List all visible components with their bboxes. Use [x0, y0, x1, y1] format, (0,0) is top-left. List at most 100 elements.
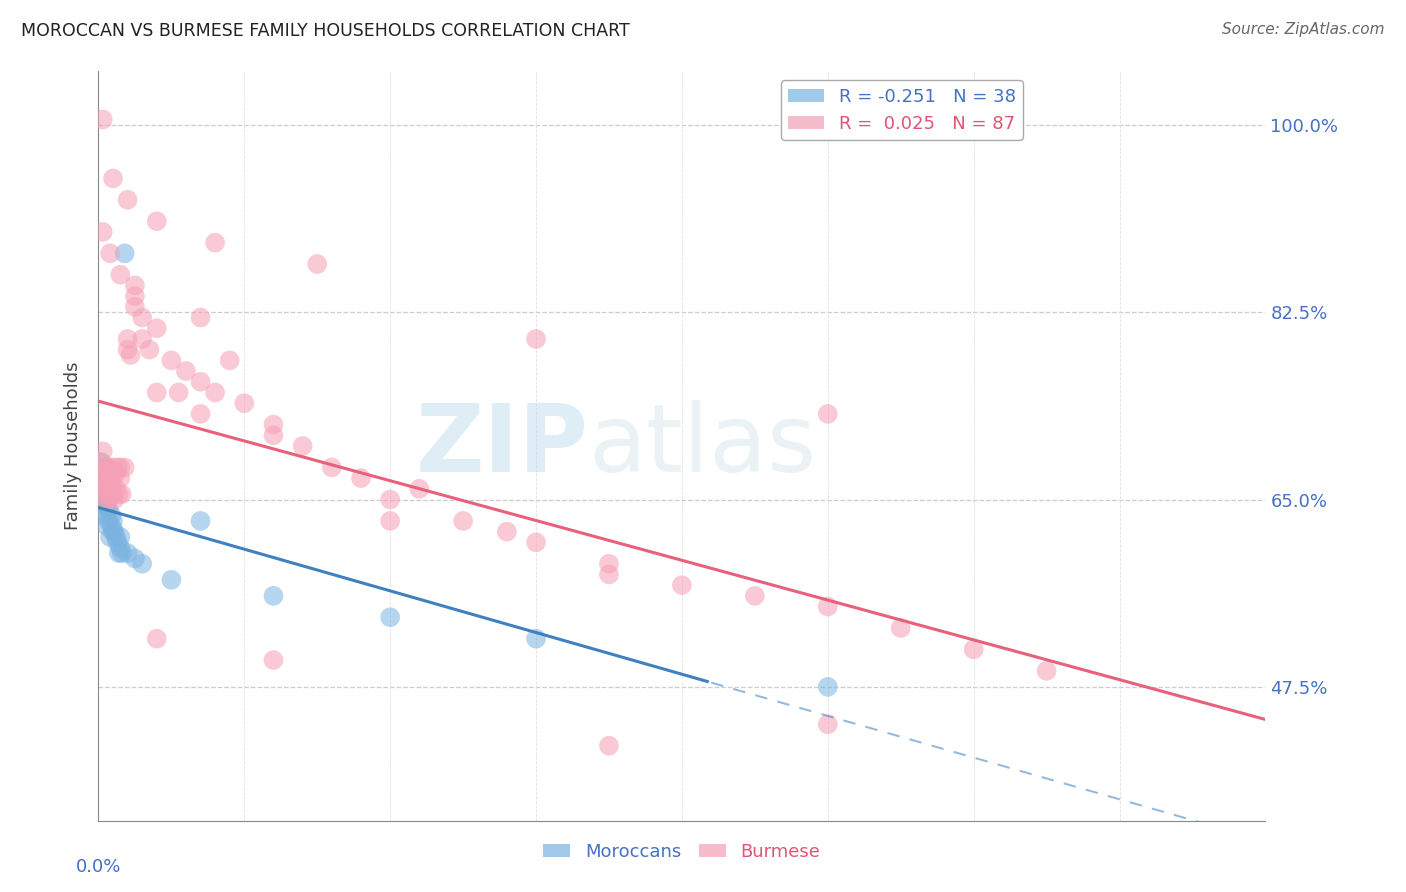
- Point: [89, 471, 111, 485]
- Point: [91, 487, 114, 501]
- Point: [117, 546, 139, 560]
- Text: Source: ZipAtlas.com: Source: ZipAtlas.com: [1222, 22, 1385, 37]
- Point: [110, 530, 132, 544]
- Point: [291, 439, 314, 453]
- Point: [524, 332, 547, 346]
- Point: [93, 492, 115, 507]
- Point: [598, 739, 620, 753]
- Point: [89, 471, 111, 485]
- Point: [160, 353, 183, 368]
- Point: [98, 471, 121, 485]
- Point: [90, 455, 112, 469]
- Point: [104, 466, 127, 480]
- Point: [101, 471, 124, 485]
- Point: [138, 343, 160, 357]
- Point: [103, 524, 125, 539]
- Point: [204, 385, 226, 400]
- Point: [671, 578, 693, 592]
- Point: [817, 680, 839, 694]
- Point: [100, 508, 122, 523]
- Point: [98, 487, 121, 501]
- Point: [117, 332, 139, 346]
- Point: [105, 460, 128, 475]
- Point: [103, 492, 125, 507]
- Point: [96, 498, 118, 512]
- Point: [105, 535, 128, 549]
- Point: [93, 471, 115, 485]
- Point: [110, 471, 132, 485]
- Point: [114, 246, 136, 260]
- Point: [97, 514, 120, 528]
- Point: [110, 460, 132, 475]
- Point: [167, 385, 190, 400]
- Point: [117, 193, 139, 207]
- Point: [146, 321, 169, 335]
- Point: [111, 546, 134, 560]
- Point: [190, 310, 212, 325]
- Text: MOROCCAN VS BURMESE FAMILY HOUSEHOLDS CORRELATION CHART: MOROCCAN VS BURMESE FAMILY HOUSEHOLDS CO…: [21, 22, 630, 40]
- Point: [94, 487, 117, 501]
- Point: [91, 460, 114, 475]
- Point: [98, 530, 121, 544]
- Point: [93, 503, 115, 517]
- Point: [124, 278, 146, 293]
- Point: [321, 460, 343, 475]
- Point: [94, 482, 117, 496]
- Point: [190, 407, 212, 421]
- Point: [94, 508, 117, 523]
- Point: [91, 112, 114, 127]
- Point: [262, 417, 284, 432]
- Point: [91, 460, 114, 475]
- Point: [262, 589, 284, 603]
- Point: [380, 610, 402, 624]
- Point: [598, 557, 620, 571]
- Point: [146, 632, 169, 646]
- Point: [307, 257, 329, 271]
- Point: [146, 385, 169, 400]
- Point: [744, 589, 766, 603]
- Point: [190, 514, 212, 528]
- Point: [451, 514, 474, 528]
- Point: [817, 717, 839, 731]
- Point: [962, 642, 984, 657]
- Point: [94, 482, 117, 496]
- Point: [108, 546, 131, 560]
- Point: [100, 482, 122, 496]
- Point: [524, 535, 547, 549]
- Y-axis label: Family Households: Family Households: [65, 362, 83, 530]
- Point: [93, 471, 115, 485]
- Point: [101, 524, 124, 539]
- Point: [380, 514, 402, 528]
- Point: [91, 225, 114, 239]
- Point: [101, 460, 124, 475]
- Point: [97, 460, 120, 475]
- Point: [233, 396, 256, 410]
- Point: [89, 455, 111, 469]
- Text: ZIP: ZIP: [416, 400, 589, 492]
- Point: [101, 514, 124, 528]
- Point: [90, 466, 112, 480]
- Point: [124, 300, 146, 314]
- Point: [94, 460, 117, 475]
- Point: [90, 476, 112, 491]
- Point: [111, 487, 134, 501]
- Point: [120, 348, 142, 362]
- Point: [204, 235, 226, 250]
- Point: [108, 487, 131, 501]
- Point: [524, 632, 547, 646]
- Point: [117, 343, 139, 357]
- Point: [91, 482, 114, 496]
- Point: [96, 519, 118, 533]
- Point: [131, 332, 153, 346]
- Point: [1035, 664, 1057, 678]
- Point: [97, 503, 120, 517]
- Point: [97, 476, 120, 491]
- Point: [350, 471, 373, 485]
- Point: [96, 460, 118, 475]
- Point: [104, 530, 127, 544]
- Point: [98, 487, 121, 501]
- Point: [190, 375, 212, 389]
- Point: [890, 621, 912, 635]
- Point: [104, 482, 127, 496]
- Point: [114, 460, 136, 475]
